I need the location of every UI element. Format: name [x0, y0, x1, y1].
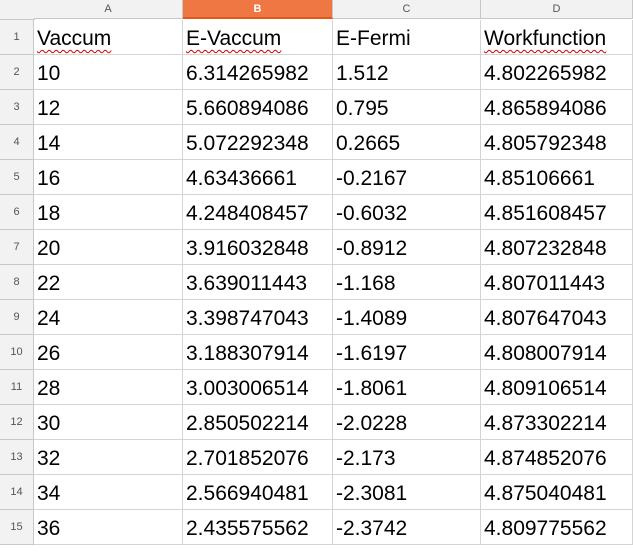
data-cell[interactable]: 4.809775562: [481, 510, 633, 545]
row-header[interactable]: 7: [0, 230, 34, 265]
data-cell[interactable]: 22: [34, 265, 183, 300]
row-header[interactable]: 14: [0, 475, 34, 510]
data-cell[interactable]: 4.809106514: [481, 370, 633, 405]
data-cell[interactable]: 2.566940481: [183, 475, 333, 510]
data-cell[interactable]: -0.6032: [333, 195, 481, 230]
data-cell[interactable]: 4.874852076: [481, 440, 633, 475]
data-cell[interactable]: 2.701852076: [183, 440, 333, 475]
row-header[interactable]: 2: [0, 55, 34, 90]
data-cell[interactable]: 28: [34, 370, 183, 405]
data-cell[interactable]: 24: [34, 300, 183, 335]
header-cell[interactable]: Vaccum: [34, 20, 183, 55]
data-cell[interactable]: 18: [34, 195, 183, 230]
data-cell[interactable]: -1.8061: [333, 370, 481, 405]
data-cell[interactable]: 4.248408457: [183, 195, 333, 230]
row-header[interactable]: 13: [0, 440, 34, 475]
data-cell[interactable]: 4.851608457: [481, 195, 633, 230]
data-cell[interactable]: 3.639011443: [183, 265, 333, 300]
row-header[interactable]: 1: [0, 20, 34, 55]
row-header[interactable]: 5: [0, 160, 34, 195]
data-cell[interactable]: -1.4089: [333, 300, 481, 335]
data-cell[interactable]: 2.850502214: [183, 405, 333, 440]
data-cell[interactable]: 4.805792348: [481, 125, 633, 160]
data-cell[interactable]: 3.188307914: [183, 335, 333, 370]
row-header[interactable]: 6: [0, 195, 34, 230]
data-cell[interactable]: 5.072292348: [183, 125, 333, 160]
data-cell[interactable]: 3.916032848: [183, 230, 333, 265]
data-cell[interactable]: 4.873302214: [481, 405, 633, 440]
select-all-corner[interactable]: [0, 0, 35, 20]
column-header-d[interactable]: D: [481, 0, 633, 19]
data-cell[interactable]: -2.3081: [333, 475, 481, 510]
data-cell[interactable]: 36: [34, 510, 183, 545]
data-cell[interactable]: 4.63436661: [183, 160, 333, 195]
data-cell[interactable]: -2.173: [333, 440, 481, 475]
data-cell[interactable]: 5.660894086: [183, 90, 333, 125]
data-cell[interactable]: 2.435575562: [183, 510, 333, 545]
column-header-b[interactable]: B: [183, 0, 333, 19]
data-cell[interactable]: -0.2167: [333, 160, 481, 195]
data-cell[interactable]: 4.807647043: [481, 300, 633, 335]
data-cell[interactable]: 0.795: [333, 90, 481, 125]
data-cell[interactable]: 4.807232848: [481, 230, 633, 265]
data-cell[interactable]: 32: [34, 440, 183, 475]
data-cell[interactable]: 4.85106661: [481, 160, 633, 195]
data-cell[interactable]: 0.2665: [333, 125, 481, 160]
row-header[interactable]: 15: [0, 510, 34, 545]
data-cell[interactable]: 26: [34, 335, 183, 370]
data-cell[interactable]: 14: [34, 125, 183, 160]
data-cell[interactable]: 4.802265982: [481, 55, 633, 90]
header-cell[interactable]: Workfunction: [481, 20, 633, 55]
column-header-c[interactable]: C: [333, 0, 481, 19]
data-cell[interactable]: 4.808007914: [481, 335, 633, 370]
row-header[interactable]: 9: [0, 300, 34, 335]
row-header[interactable]: 3: [0, 90, 34, 125]
data-cell[interactable]: 10: [34, 55, 183, 90]
data-cell[interactable]: -2.3742: [333, 510, 481, 545]
data-cell[interactable]: 4.875040481: [481, 475, 633, 510]
data-cell[interactable]: 4.807011443: [481, 265, 633, 300]
data-cell[interactable]: 3.003006514: [183, 370, 333, 405]
data-cell[interactable]: -1.6197: [333, 335, 481, 370]
header-cell[interactable]: E-Vaccum: [183, 20, 333, 55]
row-header[interactable]: 4: [0, 125, 34, 160]
header-cell[interactable]: E-Fermi: [333, 20, 481, 55]
data-cell[interactable]: -2.0228: [333, 405, 481, 440]
data-cell[interactable]: 16: [34, 160, 183, 195]
data-cell[interactable]: 4.865894086: [481, 90, 633, 125]
row-header[interactable]: 10: [0, 335, 34, 370]
data-cell[interactable]: 1.512: [333, 55, 481, 90]
data-cell[interactable]: 34: [34, 475, 183, 510]
data-cell[interactable]: -1.168: [333, 265, 481, 300]
data-cell[interactable]: 3.398747043: [183, 300, 333, 335]
data-cell[interactable]: 30: [34, 405, 183, 440]
column-header-a[interactable]: A: [34, 0, 183, 19]
data-cell[interactable]: 6.314265982: [183, 55, 333, 90]
row-header[interactable]: 8: [0, 265, 34, 300]
data-cell[interactable]: 12: [34, 90, 183, 125]
data-cell[interactable]: -0.8912: [333, 230, 481, 265]
data-cell[interactable]: 20: [34, 230, 183, 265]
row-header[interactable]: 11: [0, 370, 34, 405]
row-header[interactable]: 12: [0, 405, 34, 440]
